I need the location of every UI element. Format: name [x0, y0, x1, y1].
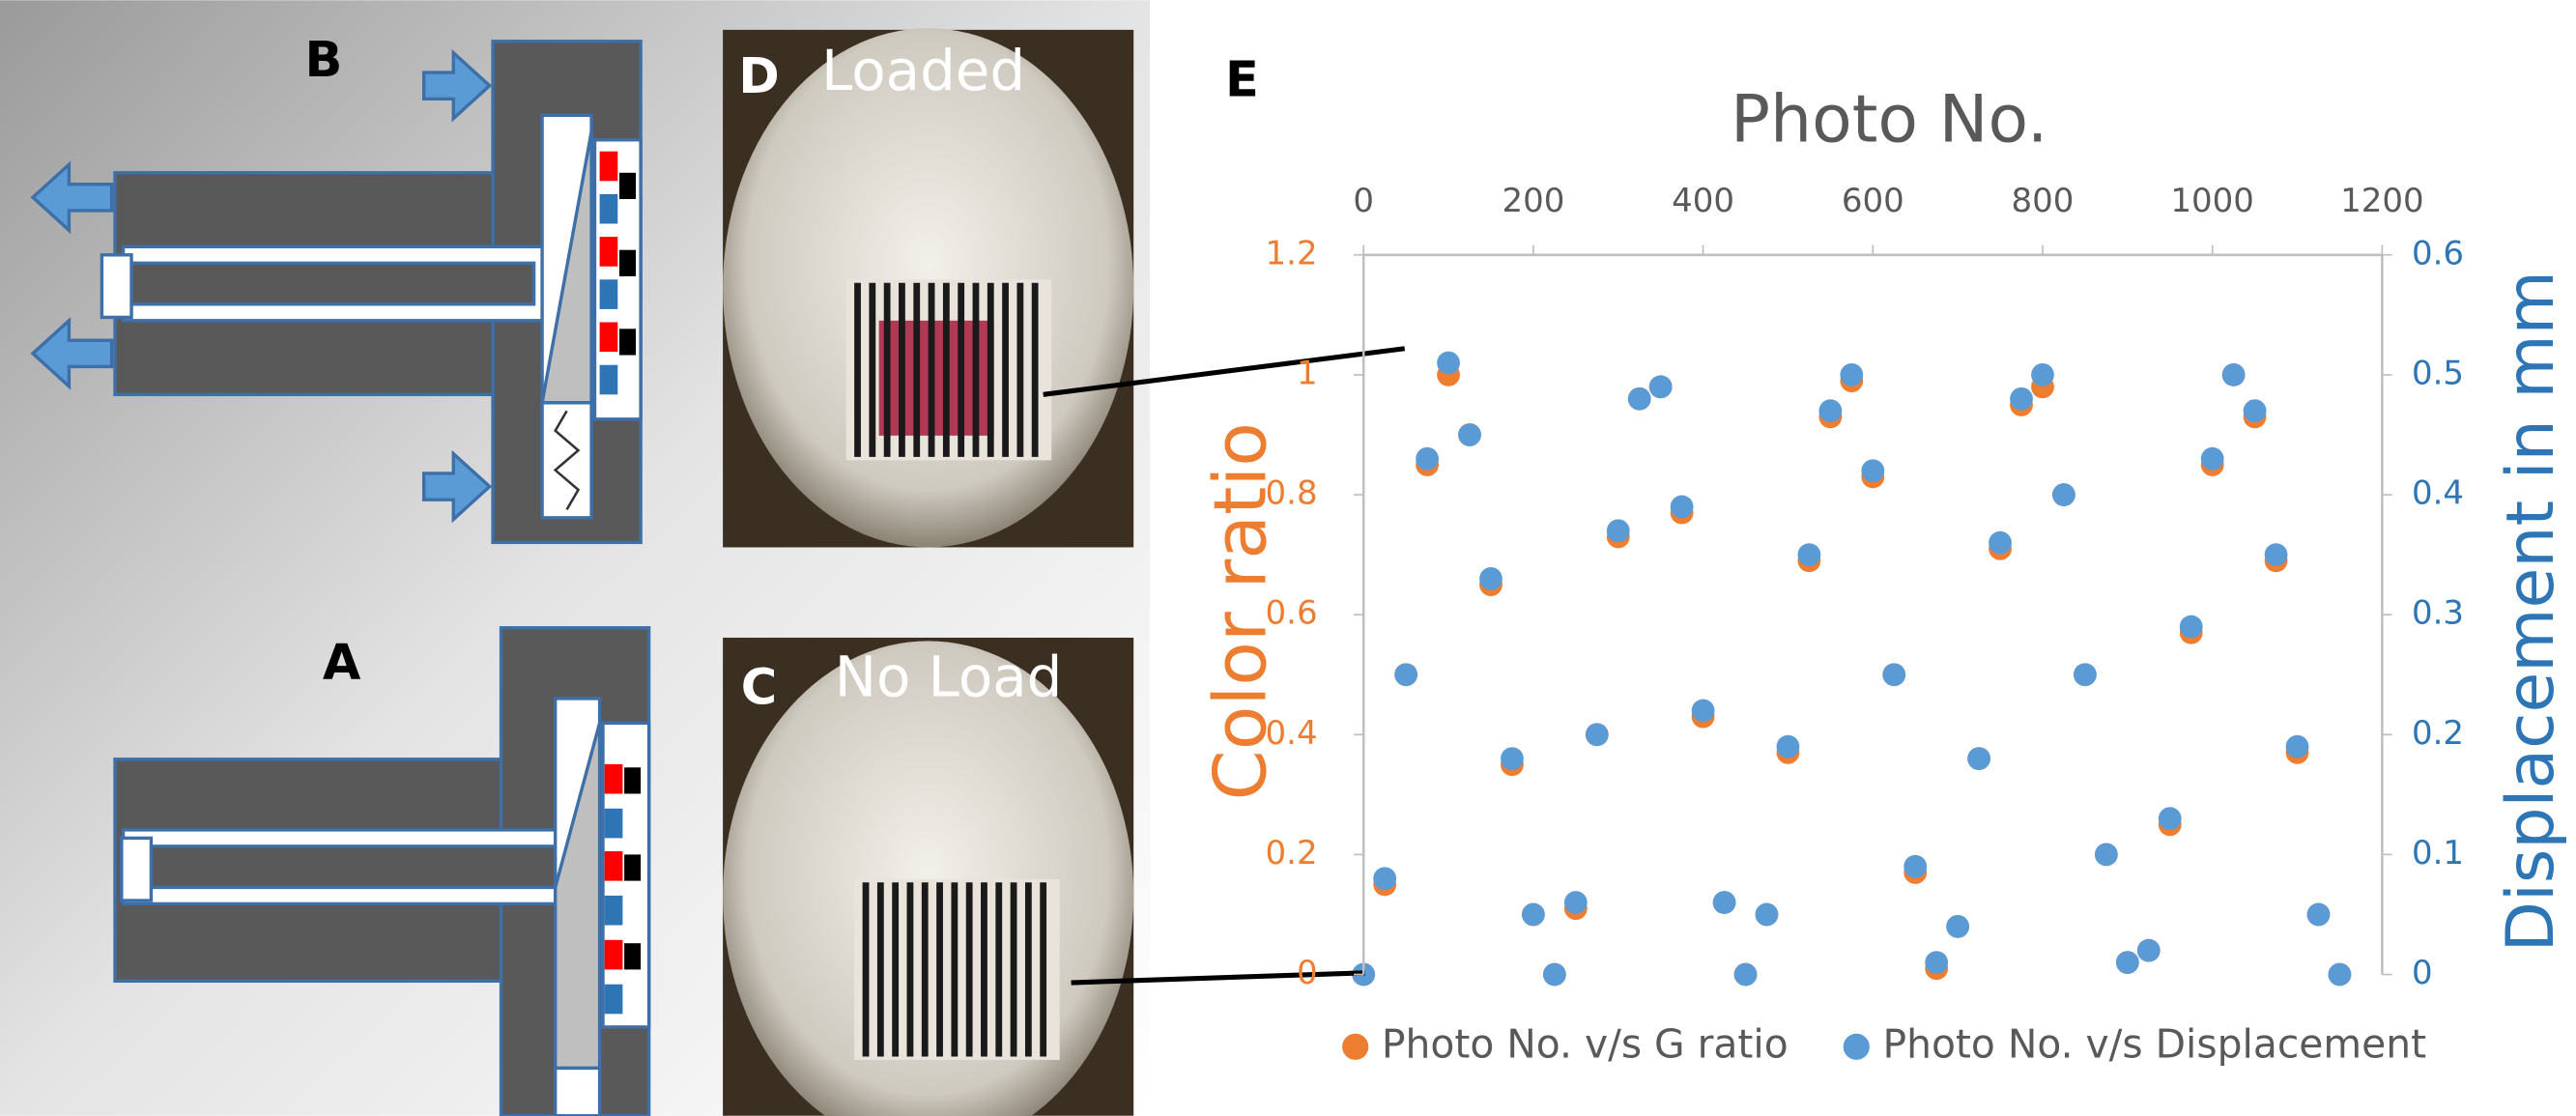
- y-tick-label: 0.6: [1266, 594, 1318, 633]
- y2-axis-label: Displacement in mm: [2493, 271, 2569, 952]
- point: [1840, 363, 1864, 386]
- point: [2158, 807, 2182, 831]
- chart-background: [1150, 0, 2576, 1116]
- point: [1373, 867, 1397, 891]
- point: [1458, 423, 1481, 446]
- connector: [1071, 970, 1365, 986]
- chart-title: Photo No.: [1731, 81, 2047, 157]
- point: [2328, 962, 2352, 987]
- point: [1585, 723, 1609, 747]
- point: [1648, 375, 1673, 399]
- y-tick-label: 1: [1297, 354, 1318, 392]
- point: [1755, 902, 1779, 927]
- point: [1861, 459, 1885, 483]
- y2-tick-label: 0.1: [2412, 834, 2464, 873]
- panel-label: D: [738, 48, 779, 105]
- panel-label: C: [741, 659, 777, 716]
- y-axis-label: Color ratio: [1198, 422, 1282, 801]
- panel-label: B: [305, 32, 343, 89]
- point: [2306, 902, 2331, 927]
- point: [1691, 699, 1715, 723]
- point: [2136, 938, 2161, 962]
- y2-tick-label: 0.2: [2412, 714, 2464, 753]
- x-tick-label: 800: [2012, 182, 2075, 220]
- x-tick-label: 600: [1842, 182, 1904, 220]
- point: [1479, 567, 1503, 590]
- point: [1670, 495, 1694, 519]
- point: [2221, 363, 2246, 386]
- point: [2264, 543, 2288, 567]
- point: [2052, 483, 2075, 506]
- point: [1733, 962, 1758, 987]
- diagram-b: [30, 40, 643, 545]
- point: [1627, 386, 1651, 411]
- point: [2243, 399, 2267, 423]
- point: [2179, 615, 2203, 639]
- point: [1925, 951, 1949, 975]
- point: [1989, 530, 2012, 555]
- y-tick-label: 0.4: [1266, 714, 1318, 753]
- y-tick-label: 0.2: [1266, 834, 1318, 873]
- y-tick-label: 0: [1297, 954, 1318, 992]
- point: [2074, 663, 2097, 687]
- y2-tick-label: 0.3: [2412, 594, 2464, 633]
- y2-tick-label: 0.6: [2412, 234, 2464, 272]
- point: [1542, 962, 1566, 987]
- x-tick-label: 0: [1353, 182, 1374, 220]
- point: [1797, 543, 1821, 567]
- connector: [1043, 346, 1406, 397]
- x-tick-label: 1200: [2340, 182, 2424, 220]
- legend-marker: [1843, 1033, 1870, 1060]
- point: [1437, 351, 1460, 375]
- point: [1712, 891, 1736, 914]
- point: [2031, 363, 2054, 386]
- point: [1776, 734, 1800, 758]
- photo-caption: Loaded: [821, 38, 1025, 103]
- photo-no-load: [723, 637, 1134, 1116]
- point: [1967, 747, 1991, 771]
- point: [1501, 747, 1524, 771]
- y-tick-label: 1.2: [1266, 234, 1318, 272]
- point: [2115, 951, 2139, 975]
- point: [1882, 663, 1906, 687]
- y2-tick-label: 0.4: [2412, 474, 2464, 513]
- photo-loaded: [723, 28, 1134, 548]
- y2-tick-label: 0.5: [2412, 354, 2464, 392]
- y-tick-label: 0.8: [1266, 474, 1318, 513]
- diagram-a: [113, 626, 651, 1116]
- point: [1416, 446, 1439, 471]
- legend-marker: [1342, 1033, 1369, 1060]
- photo-caption: No Load: [835, 644, 1063, 709]
- x-tick-label: 1000: [2170, 182, 2254, 220]
- y2-tick-label: 0: [2412, 954, 2433, 992]
- point: [1818, 399, 1843, 423]
- x-tick-label: 200: [1502, 182, 1564, 220]
- panel-label: A: [323, 635, 361, 692]
- point: [1903, 854, 1928, 878]
- x-tick-label: 400: [1672, 182, 1734, 220]
- point: [2094, 843, 2118, 867]
- point: [2285, 734, 2309, 758]
- point: [1606, 519, 1630, 543]
- point: [1522, 902, 1545, 927]
- point: [2200, 446, 2224, 471]
- point: [1563, 891, 1588, 914]
- point: [2010, 386, 2033, 411]
- point: [1394, 663, 1418, 687]
- legend-label: Photo No. v/s G ratio: [1382, 1020, 1789, 1067]
- point: [1946, 914, 1970, 938]
- panel-label: E: [1225, 51, 1259, 108]
- legend-label: Photo No. v/s Displacement: [1882, 1020, 2426, 1067]
